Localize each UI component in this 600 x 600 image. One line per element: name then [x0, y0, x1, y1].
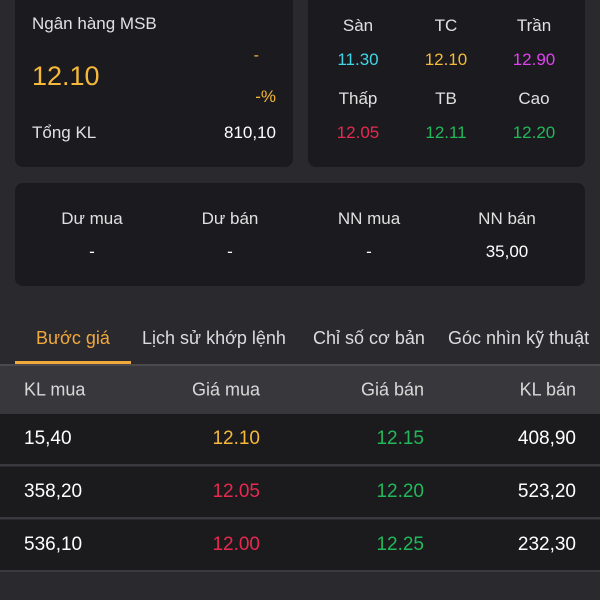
tab-bar: Bước giá Lịch sử khớp lệnh Chỉ số cơ bản…: [0, 318, 600, 366]
table-row[interactable]: 15,40 12.10 12.15 408,90: [0, 414, 600, 466]
price-level-label: Cao: [518, 89, 550, 108]
summary-label: NN mua: [337, 209, 401, 228]
stock-name: Ngân hàng MSB: [32, 14, 157, 33]
price-level-value: 12.05: [336, 123, 380, 142]
summary-value: 35,00: [485, 242, 529, 261]
total-volume: 810,10: [224, 123, 276, 142]
buy-price: 12.10: [212, 428, 260, 449]
tab-chi-so-co-ban[interactable]: Chỉ số cơ bản: [313, 328, 425, 348]
price-level-value: 12.20: [512, 123, 556, 142]
summary-value: -: [366, 242, 372, 261]
tab-goc-nhin-ky-thuat[interactable]: Góc nhìn kỹ thuật: [448, 328, 590, 348]
current-price: 12.10: [32, 61, 100, 91]
sell-price: 12.25: [376, 534, 424, 555]
price-level-label: Trần: [516, 16, 552, 35]
summary-label: Dư bán: [201, 209, 259, 228]
buy-volume: 15,40: [24, 428, 72, 449]
buy-volume: 358,20: [24, 481, 83, 502]
tab-lich-su-khop-lenh[interactable]: Lịch sử khớp lệnh: [142, 328, 286, 348]
summary-label: Dư mua: [61, 209, 123, 228]
order-summary-card: [15, 183, 585, 286]
header-gia-mua: Giá mua: [191, 379, 260, 400]
total-volume-label: Tổng KL: [32, 123, 97, 142]
price-level-value: 12.11: [425, 123, 467, 142]
table-header: KL mua Giá mua Giá bán KL bán: [0, 366, 600, 414]
sell-volume: 523,20: [517, 481, 576, 502]
price-levels-card: [308, 0, 585, 167]
tab-buoc-gia[interactable]: Bước giá: [36, 328, 110, 348]
buy-price: 12.05: [212, 481, 260, 502]
summary-label: NN bán: [478, 209, 536, 228]
stock-overview-card: Ngân hàng MSB 12.10 - -% Tổng KL 810,10: [15, 0, 293, 167]
table-row[interactable]: 358,20 12.05 12.20 523,20: [0, 467, 600, 519]
price-level-value: 12.10: [424, 50, 468, 69]
sell-volume: 408,90: [517, 428, 576, 449]
price-change: -: [253, 47, 259, 64]
price-level-label: Thấp: [338, 89, 378, 108]
active-tab-indicator: [15, 361, 131, 364]
sell-price: 12.20: [376, 481, 424, 502]
price-level-value: 11.30: [337, 50, 379, 69]
sell-volume: 232,30: [517, 534, 576, 555]
price-level-label: Sàn: [342, 16, 374, 35]
header-kl-mua: KL mua: [24, 379, 86, 400]
table-row[interactable]: 536,10 12.00 12.25 232,30: [0, 520, 600, 572]
price-level-label: TC: [434, 16, 458, 35]
sell-price: 12.15: [376, 428, 424, 449]
summary-value: -: [89, 242, 95, 261]
header-gia-ban: Giá bán: [360, 379, 424, 400]
header-kl-ban: KL bán: [519, 379, 576, 400]
price-change-pct: -%: [255, 87, 276, 106]
buy-volume: 536,10: [24, 534, 83, 555]
price-level-value: 12.90: [512, 50, 556, 69]
price-level-label: TB: [435, 89, 457, 108]
buy-price: 12.00: [212, 534, 260, 555]
summary-value: -: [227, 242, 233, 261]
